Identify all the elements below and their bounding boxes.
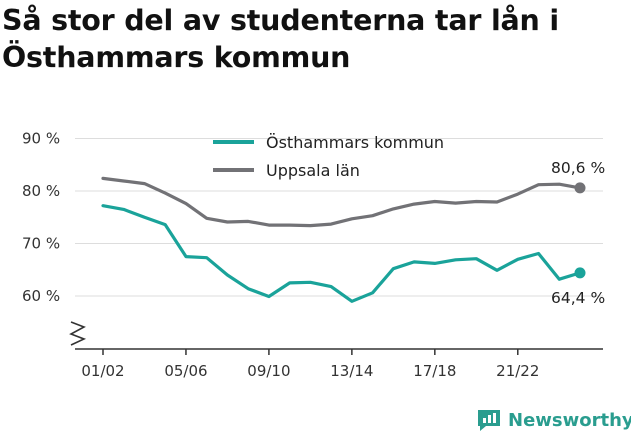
x-tick-label: 01/02 xyxy=(81,362,124,380)
y-tick-label: 70 % xyxy=(22,235,60,253)
newsworthy-brand: Newsworthy xyxy=(476,407,631,433)
series-line xyxy=(101,204,582,303)
series-lines xyxy=(101,176,586,303)
legend: Östhammars kommun Uppsala län xyxy=(213,133,444,180)
axis-break-icon xyxy=(69,321,87,346)
newsworthy-logo-icon xyxy=(478,410,500,431)
y-axis-labels: 60 % 70 % 80 % 90 % xyxy=(22,130,60,306)
legend-label: Uppsala län xyxy=(266,161,360,180)
end-labels: 64,4 % 80,6 % xyxy=(551,159,605,307)
brand-name: Newsworthy xyxy=(508,409,631,431)
chart-title: Så stor del av studenterna tar lån i Öst… xyxy=(2,4,559,74)
x-tick-label: 05/06 xyxy=(164,362,207,380)
y-tick-label: 90 % xyxy=(22,130,60,148)
end-value-label: 64,4 % xyxy=(551,289,605,307)
y-tick-label: 80 % xyxy=(22,182,60,200)
x-tick-label: 21/22 xyxy=(496,362,539,380)
x-axis: 01/02 05/06 09/10 13/14 17/18 21/22 xyxy=(69,321,603,380)
series-line xyxy=(101,176,582,228)
legend-label: Östhammars kommun xyxy=(266,133,444,152)
end-value-label: 80,6 % xyxy=(551,159,605,177)
series-end-marker xyxy=(574,182,586,194)
grid xyxy=(75,138,603,297)
x-tick-label: 17/18 xyxy=(413,362,456,380)
x-tick-label: 09/10 xyxy=(247,362,290,380)
series-end-marker xyxy=(574,267,586,279)
y-tick-label: 60 % xyxy=(22,287,60,305)
x-tick-label: 13/14 xyxy=(330,362,373,380)
